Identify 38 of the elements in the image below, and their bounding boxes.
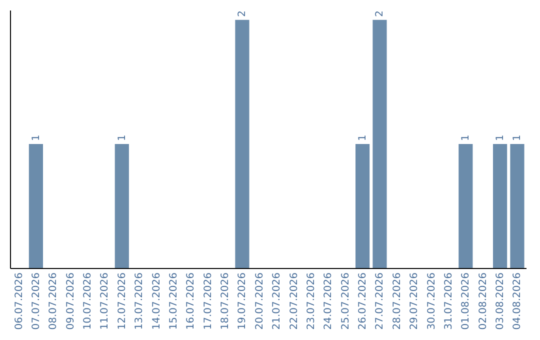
x-tick-label: 19.07.2026: [237, 272, 248, 330]
x-tick-label: 17.07.2026: [202, 272, 214, 330]
x-tick-label: 11.07.2026: [100, 272, 111, 330]
x-tick-label: 24.07.2026: [323, 272, 334, 330]
x-tick-label: 25.07.2026: [340, 272, 352, 330]
x-tick-label: 26.07.2026: [358, 272, 369, 330]
x-tick-label: 14.07.2026: [151, 272, 162, 330]
x-tick-label: 06.07.2026: [14, 272, 25, 330]
x-tick-label: 10.07.2026: [82, 272, 94, 330]
x-tick-label: 13.07.2026: [134, 272, 146, 330]
x-tick-label: 28.07.2026: [392, 272, 403, 330]
x-tick-label: 09.07.2026: [65, 272, 76, 330]
data-label: 1: [495, 134, 506, 141]
x-tick-label: 31.07.2026: [443, 272, 454, 330]
x-tick-label: 16.07.2026: [186, 272, 197, 330]
x-tick-label: 22.07.2026: [288, 272, 300, 330]
x-tick-label: 18.07.2026: [220, 272, 232, 330]
data-label: 1: [460, 134, 472, 141]
x-tick-label: 01.08.2026: [460, 272, 472, 330]
data-label: 1: [30, 134, 42, 141]
x-tick-label: 20.07.2026: [254, 272, 266, 330]
x-tick-label: 12.07.2026: [116, 272, 128, 330]
x-tick-label: 04.08.2026: [512, 272, 524, 330]
data-label: 1: [358, 134, 369, 141]
x-tick-label: 29.07.2026: [409, 272, 420, 330]
x-tick-label: 03.08.2026: [495, 272, 506, 330]
x-tick-label: 07.07.2026: [30, 272, 42, 330]
data-label: 1: [512, 134, 524, 141]
x-tick-label: 15.07.2026: [168, 272, 180, 330]
x-tick-label: 23.07.2026: [306, 272, 317, 330]
x-tick-label: 27.07.2026: [374, 272, 386, 330]
x-tick-label: 21.07.2026: [272, 272, 283, 330]
data-label: 1: [116, 134, 128, 141]
x-tick-label: 08.07.2026: [48, 272, 60, 330]
x-tick-label: 02.08.2026: [478, 272, 489, 330]
data-label: 2: [237, 10, 248, 17]
data-label: 2: [374, 10, 386, 17]
x-tick-label: 30.07.2026: [426, 272, 438, 330]
